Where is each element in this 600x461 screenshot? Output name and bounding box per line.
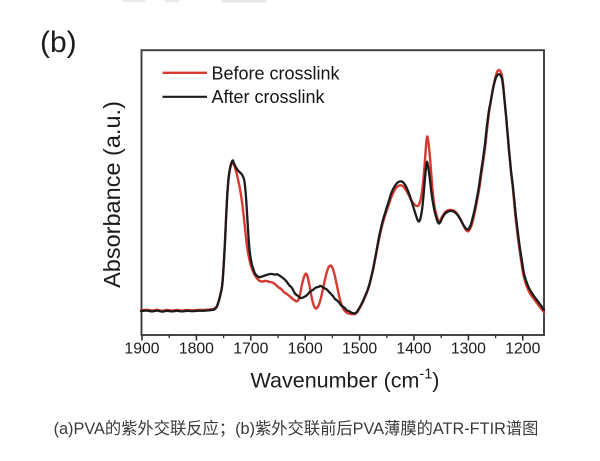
- svg-text:1200: 1200: [505, 341, 540, 358]
- svg-text:1700: 1700: [233, 341, 268, 358]
- svg-text:1300: 1300: [451, 341, 486, 358]
- svg-text:Absorbance (a.u.): Absorbance (a.u.): [99, 101, 125, 288]
- svg-text:After crosslink: After crosslink: [212, 87, 326, 107]
- svg-text:1500: 1500: [342, 341, 377, 358]
- svg-text:(a)PVA的紫外交联反应；(b)紫外交联前后PVA薄膜的A: (a)PVA的紫外交联反应；(b)紫外交联前后PVA薄膜的ATR-FTIR谱图: [54, 419, 539, 438]
- svg-text:Wavenumber (cm-1): Wavenumber (cm-1): [251, 367, 440, 393]
- svg-text:1800: 1800: [179, 341, 214, 358]
- svg-text:(b): (b): [40, 26, 77, 59]
- svg-text:1600: 1600: [288, 341, 323, 358]
- svg-text:1400: 1400: [396, 341, 431, 358]
- svg-text:Before crosslink: Before crosslink: [212, 64, 341, 84]
- svg-text:1900: 1900: [124, 341, 159, 358]
